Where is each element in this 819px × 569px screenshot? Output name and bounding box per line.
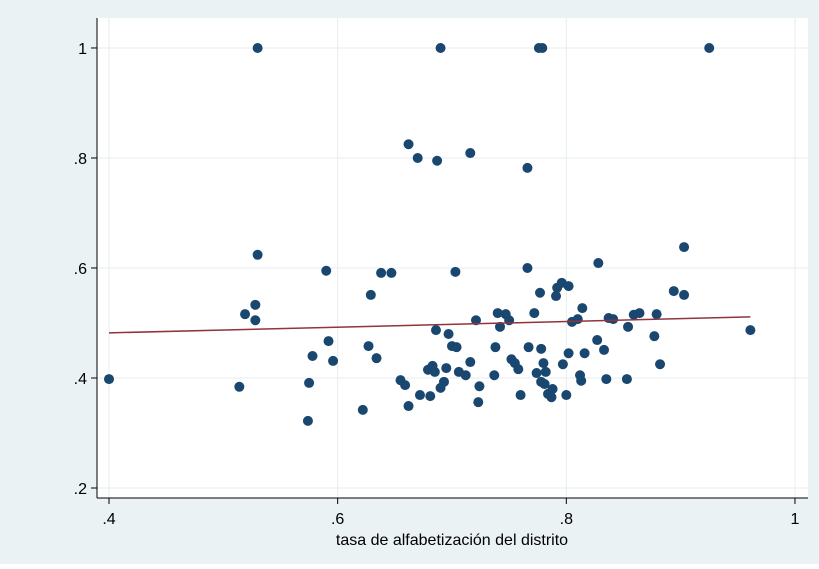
point (441, 363, 452, 374)
point (651, 309, 662, 320)
point (593, 258, 604, 269)
point (563, 348, 574, 359)
point (357, 404, 368, 415)
point (538, 358, 549, 369)
point (429, 366, 440, 377)
point (522, 262, 533, 273)
point (474, 381, 485, 392)
point (403, 139, 414, 150)
point (513, 364, 524, 375)
point (621, 374, 632, 385)
point (745, 325, 756, 336)
point (386, 267, 397, 278)
point (412, 152, 423, 163)
point (234, 381, 245, 392)
point (592, 335, 603, 346)
point (425, 391, 436, 402)
x-tick-label: .8 (560, 511, 573, 528)
point (535, 287, 546, 298)
point (539, 379, 550, 390)
point (302, 415, 313, 426)
point (492, 308, 503, 319)
point (561, 390, 572, 401)
point (577, 303, 588, 314)
x-axis-label: tasa de alfabetización del distrito (336, 532, 568, 549)
point (365, 289, 376, 300)
point (649, 331, 660, 342)
point (540, 366, 551, 377)
y-tick-label: .8 (74, 151, 87, 168)
point (668, 286, 679, 297)
point (403, 401, 414, 412)
point (371, 353, 382, 364)
point (495, 321, 506, 332)
x-tick-label: .6 (331, 511, 344, 528)
x-tick-label: 1 (791, 511, 800, 528)
point (623, 321, 634, 332)
fit-line (108, 316, 751, 334)
point (307, 350, 318, 361)
point (323, 336, 334, 347)
y-tick-label: 1 (78, 41, 87, 58)
point (470, 315, 481, 326)
point (599, 344, 610, 355)
point (529, 308, 540, 319)
point (104, 374, 115, 385)
point (250, 315, 261, 326)
y-tick-label: .4 (74, 371, 87, 388)
point (551, 291, 562, 302)
point (563, 281, 574, 292)
point (473, 397, 484, 408)
point (438, 376, 449, 387)
point (634, 308, 645, 319)
point (601, 374, 612, 385)
point (522, 162, 533, 173)
point (400, 380, 411, 391)
point (252, 249, 263, 260)
point (608, 314, 619, 325)
point (443, 328, 454, 339)
point (523, 342, 534, 353)
point (536, 343, 547, 354)
point (679, 289, 690, 300)
point (572, 314, 583, 325)
point (490, 342, 501, 353)
x-tick-label: .4 (102, 511, 115, 528)
point (547, 383, 558, 394)
point (414, 390, 425, 401)
point (537, 42, 548, 53)
point (489, 370, 500, 381)
point (579, 348, 590, 359)
y-tick-label: .2 (74, 481, 87, 498)
point (430, 325, 441, 336)
point (531, 368, 542, 379)
marks (104, 42, 756, 426)
point (321, 265, 332, 276)
y-tick-label: .6 (74, 261, 87, 278)
point (363, 341, 374, 352)
point (679, 242, 690, 253)
point (252, 42, 263, 53)
point (240, 309, 251, 320)
point (432, 155, 443, 166)
point (460, 370, 471, 381)
point (328, 355, 339, 366)
point (376, 267, 387, 278)
plot-area (97, 18, 808, 498)
point (435, 42, 446, 53)
point (576, 375, 587, 386)
point (515, 390, 526, 401)
point (704, 42, 715, 53)
point (451, 342, 462, 353)
point (465, 357, 476, 368)
point (557, 359, 568, 370)
point (304, 377, 315, 388)
point (546, 392, 557, 403)
point (465, 148, 476, 159)
point (250, 299, 261, 310)
point (655, 359, 666, 370)
point (450, 266, 461, 277)
